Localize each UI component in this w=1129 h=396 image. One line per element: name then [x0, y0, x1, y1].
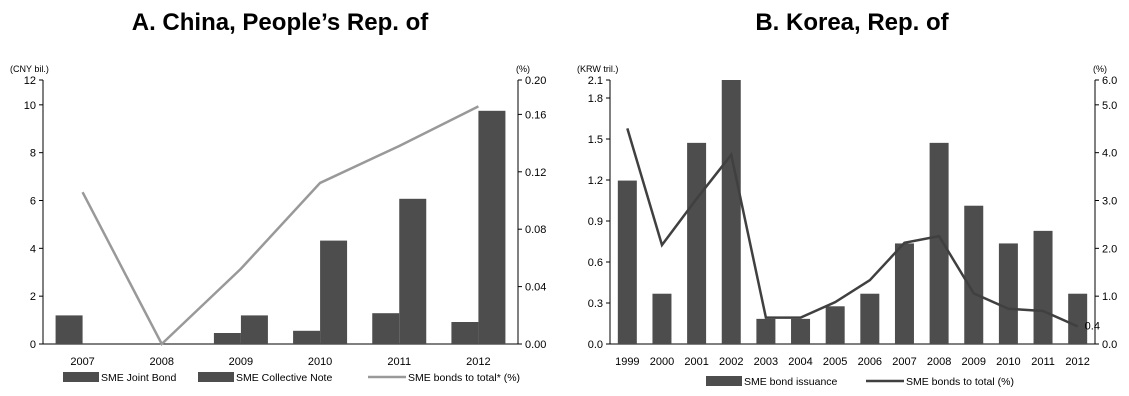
line-sme-bonds-to-total-	[626, 128, 1079, 328]
left-tick-label: 2	[30, 291, 36, 303]
x-tick-label: 2004	[788, 356, 812, 368]
bar-sme-bond-issuance	[617, 180, 637, 344]
left-tick-label: 8	[30, 148, 36, 160]
chart-title: B. Korea, Rep. of	[755, 9, 949, 36]
left-tick-label: 0	[30, 339, 36, 351]
right-tick-label: 0.04	[525, 282, 546, 294]
right-tick-label: 4.0	[1102, 148, 1117, 160]
bar-sme-bond-issuance	[825, 306, 845, 344]
legend-label: SME Joint Bond	[101, 372, 176, 384]
line-sme-bonds-to-total-	[81, 105, 479, 347]
right-axis-unit: (%)	[516, 64, 530, 74]
bar-sme-joint-bond	[55, 315, 83, 344]
right-tick-label: 3.0	[1102, 196, 1117, 208]
x-tick-label: 2011	[387, 356, 411, 368]
chart-title: A. China, People’s Rep. of	[132, 9, 429, 36]
right-tick-label: 1.0	[1102, 291, 1117, 303]
bar-sme-collective-note	[240, 315, 268, 344]
legend-swatch	[706, 376, 742, 386]
legend-label: SME bonds to total (%)	[906, 376, 1014, 388]
legend-label: SME bonds to total* (%)	[408, 372, 520, 384]
right-axis-unit: (%)	[1093, 64, 1107, 74]
right-tick-label: 0.16	[525, 109, 546, 121]
left-tick-label: 1.5	[588, 134, 603, 146]
x-tick-label: 2008	[927, 356, 951, 368]
right-tick-label: 2.0	[1102, 243, 1117, 255]
bar-sme-joint-bond	[451, 322, 479, 344]
x-tick-label: 2002	[719, 356, 743, 368]
left-tick-label: 2.1	[588, 75, 603, 87]
data-label: 0.4	[1085, 320, 1100, 332]
bar-sme-bond-issuance	[998, 243, 1018, 344]
x-tick-label: 1999	[615, 356, 639, 368]
bar-sme-bond-issuance	[652, 293, 672, 344]
right-tick-label: 0.12	[525, 167, 546, 179]
bar-sme-bond-issuance	[964, 205, 984, 344]
left-tick-label: 12	[24, 75, 36, 87]
bar-sme-bond-issuance	[929, 142, 949, 344]
x-tick-label: 2009	[962, 356, 986, 368]
left-axis-unit: (KRW tril.)	[577, 64, 618, 74]
right-tick-label: 6.0	[1102, 75, 1117, 87]
right-tick-label: 0.00	[525, 339, 546, 351]
x-tick-label: 2012	[466, 356, 490, 368]
x-tick-label: 2006	[858, 356, 882, 368]
left-tick-label: 0.3	[588, 298, 603, 310]
right-tick-label: 5.0	[1102, 100, 1117, 112]
bar-sme-bond-issuance	[894, 243, 914, 344]
right-tick-label: 0.20	[525, 75, 546, 87]
x-tick-label: 2001	[684, 356, 708, 368]
x-tick-label: 2007	[70, 356, 94, 368]
bar-sme-bond-issuance	[791, 318, 811, 344]
x-tick-label: 2003	[754, 356, 778, 368]
x-tick-label: 2009	[229, 356, 253, 368]
left-tick-label: 0.0	[588, 339, 603, 351]
x-tick-label: 2011	[1031, 356, 1055, 368]
bar-sme-bond-issuance	[721, 80, 741, 344]
x-tick-label: 2008	[150, 356, 174, 368]
bar-sme-joint-bond	[213, 333, 241, 344]
bar-sme-collective-note	[320, 240, 348, 344]
legend-label: SME bond issuance	[744, 376, 838, 388]
x-tick-label: 2010	[308, 356, 332, 368]
bar-sme-collective-note	[399, 198, 427, 344]
right-tick-label: 0.08	[525, 224, 546, 236]
bar-sme-bond-issuance	[687, 142, 707, 344]
bar-sme-bond-issuance	[756, 318, 776, 344]
x-tick-label: 2000	[650, 356, 674, 368]
bar-sme-joint-bond	[372, 313, 400, 344]
bar-sme-collective-note	[478, 110, 506, 344]
left-tick-label: 1.8	[588, 93, 603, 105]
left-tick-label: 6	[30, 196, 36, 208]
x-tick-label: 2005	[823, 356, 847, 368]
left-axis-unit: (CNY bil.)	[10, 64, 49, 74]
left-tick-label: 1.2	[588, 175, 603, 187]
left-tick-label: 10	[24, 100, 36, 112]
legend-swatch	[198, 372, 234, 382]
bar-sme-joint-bond	[293, 330, 321, 344]
left-tick-label: 0.9	[588, 216, 603, 228]
bar-sme-bond-issuance	[1033, 230, 1053, 344]
bar-sme-bond-issuance	[860, 293, 880, 344]
left-tick-label: 4	[30, 243, 36, 255]
x-tick-label: 2007	[892, 356, 916, 368]
legend-label: SME Collective Note	[236, 372, 332, 384]
x-tick-label: 2012	[1065, 356, 1089, 368]
left-tick-label: 0.6	[588, 257, 603, 269]
bar-sme-bond-issuance	[1068, 293, 1088, 344]
right-tick-label: 0.0	[1102, 339, 1117, 351]
legend-swatch	[63, 372, 99, 382]
x-tick-label: 2010	[996, 356, 1020, 368]
